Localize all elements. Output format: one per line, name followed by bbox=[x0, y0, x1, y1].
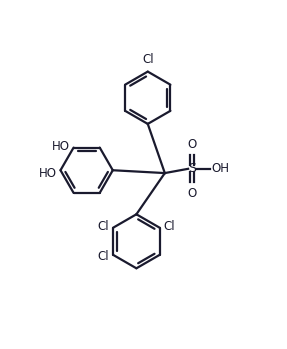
Text: HO: HO bbox=[39, 167, 57, 180]
Text: Cl: Cl bbox=[98, 250, 109, 263]
Text: Cl: Cl bbox=[98, 220, 109, 233]
Text: Cl: Cl bbox=[142, 53, 154, 67]
Text: S: S bbox=[188, 162, 196, 175]
Text: O: O bbox=[187, 138, 196, 151]
Text: Cl: Cl bbox=[164, 220, 175, 233]
Text: HO: HO bbox=[52, 140, 70, 153]
Text: O: O bbox=[187, 187, 196, 200]
Text: OH: OH bbox=[211, 162, 229, 175]
